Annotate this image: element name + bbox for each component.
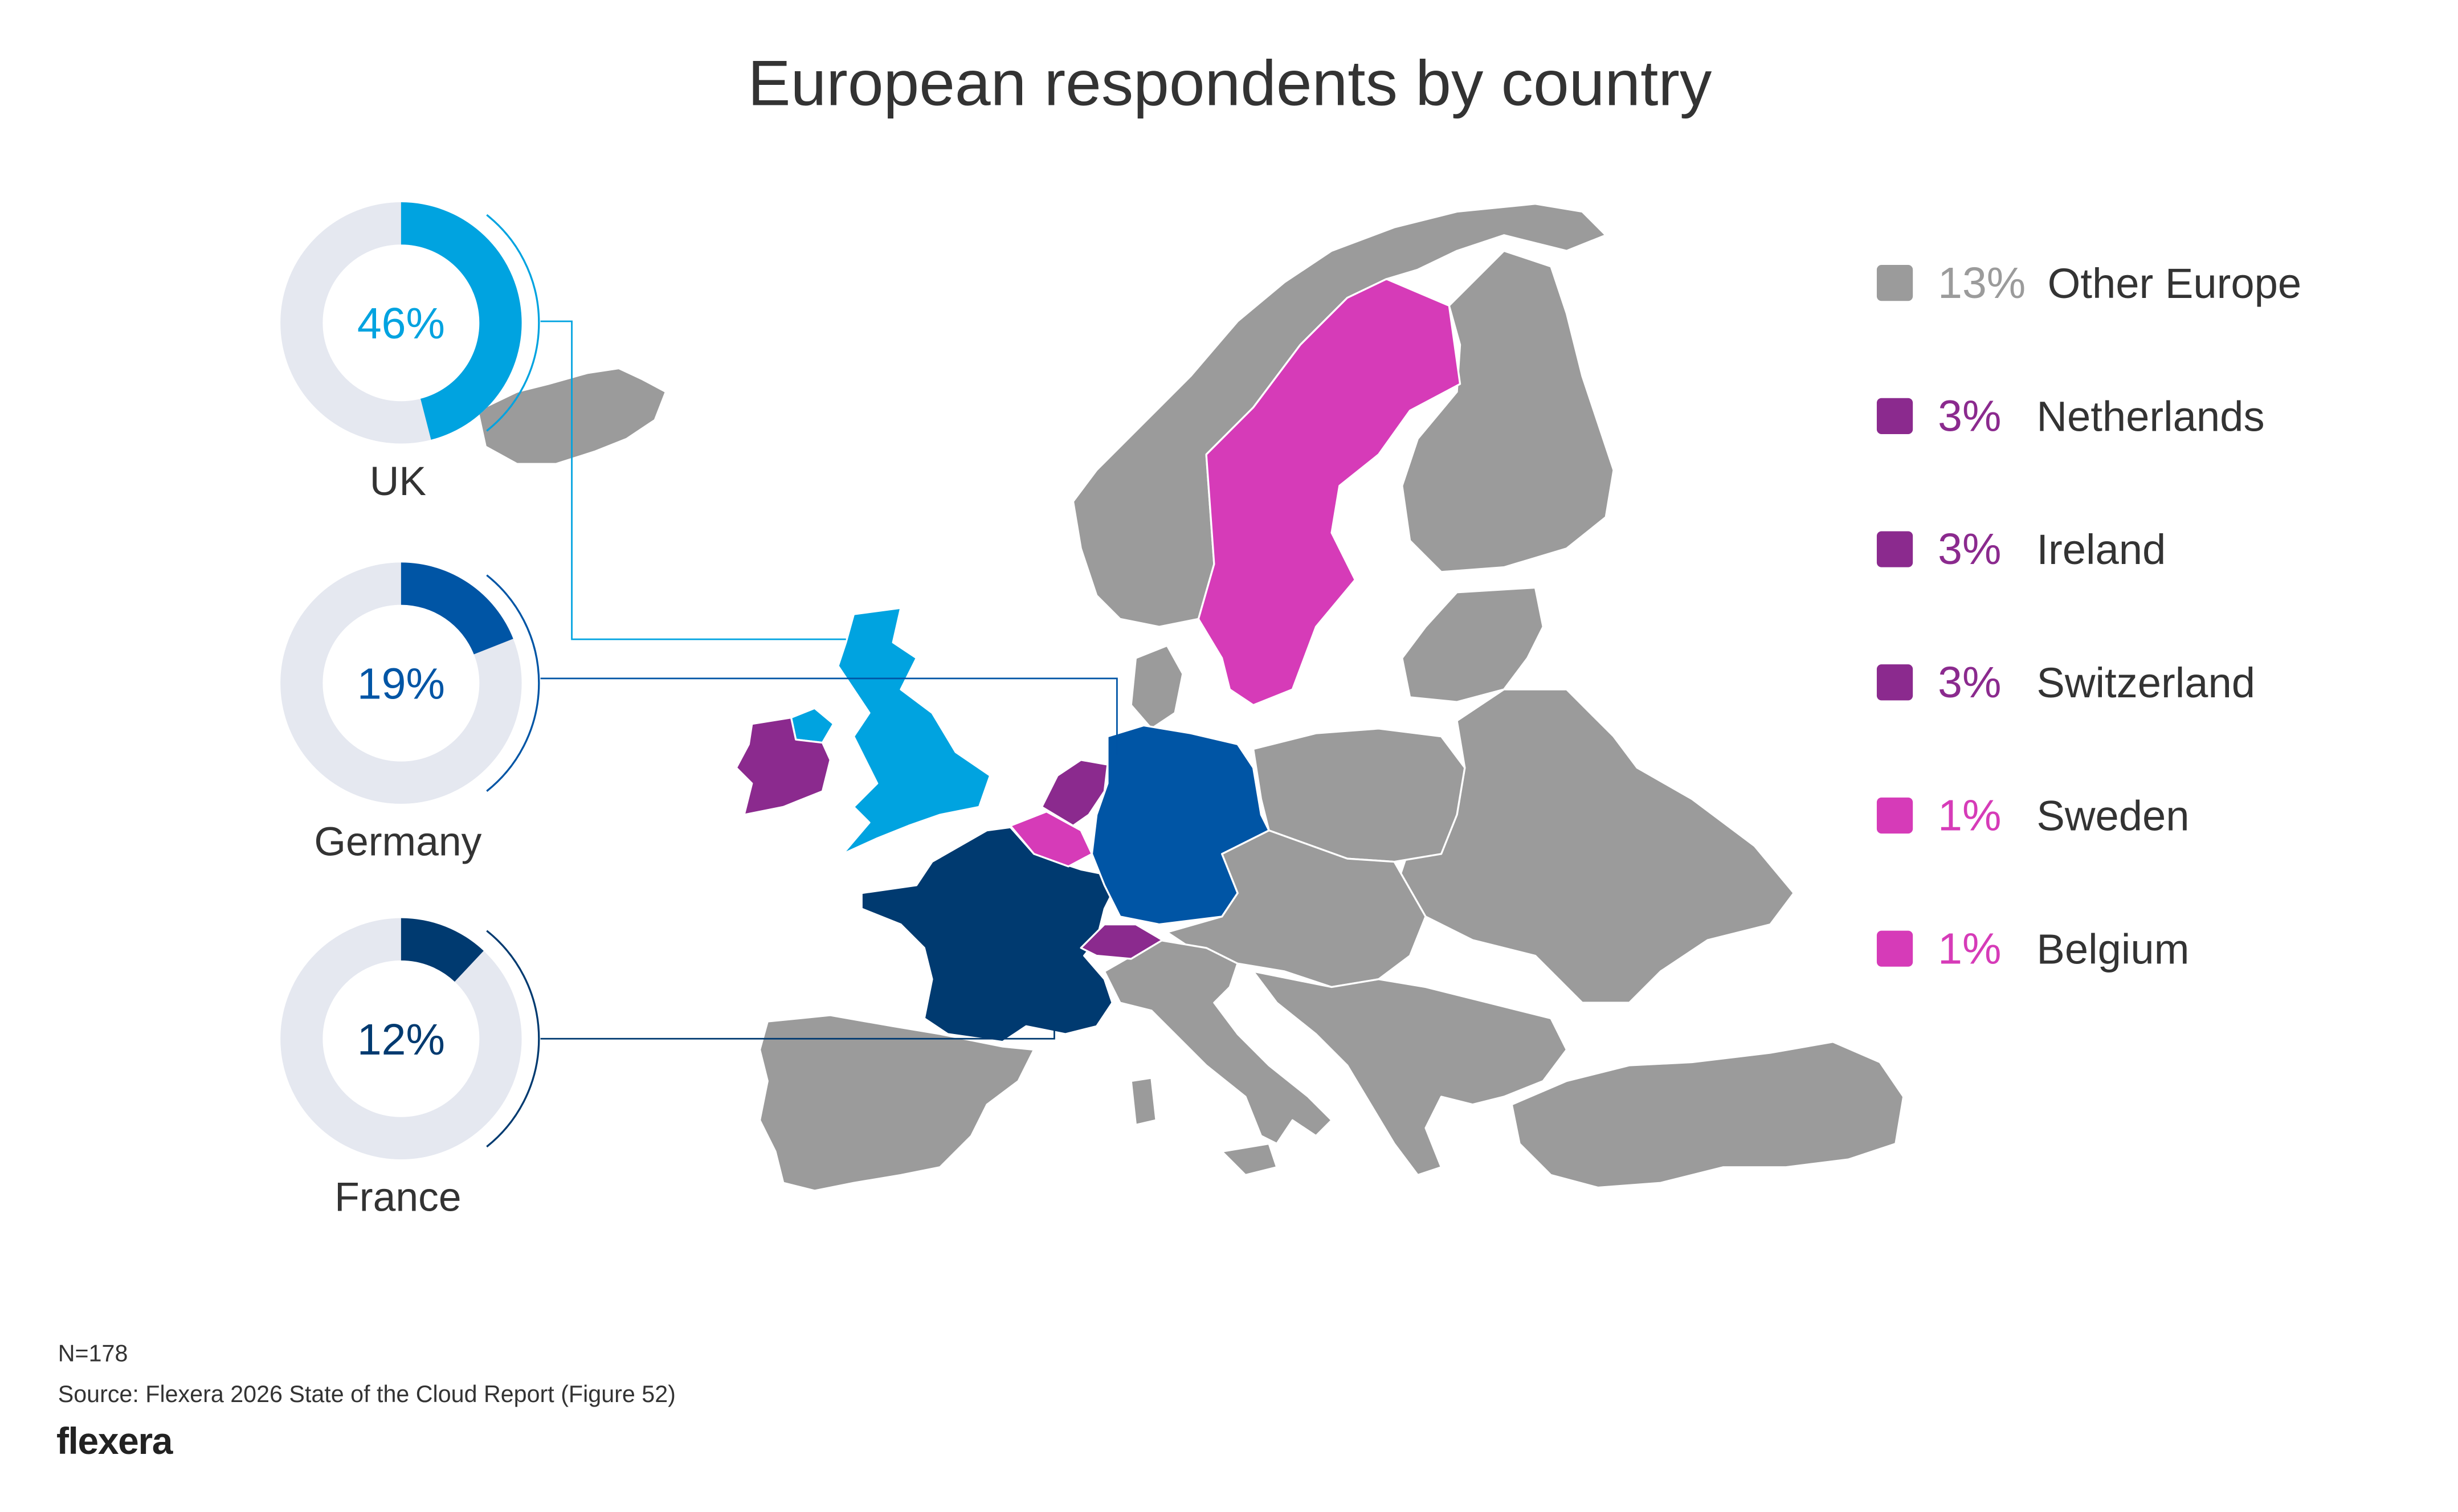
connectors xyxy=(540,320,1118,1040)
donut-bracket xyxy=(486,930,540,1148)
legend-item: 13% Other Europe xyxy=(1876,259,2302,308)
map-ireland xyxy=(735,716,831,816)
legend-swatch xyxy=(1876,398,1913,434)
map-eastern-europe xyxy=(1393,688,1795,1004)
legend-item: 3% Ireland xyxy=(1876,525,2166,574)
donut-slice xyxy=(401,202,522,440)
legend-swatch xyxy=(1876,664,1913,701)
donut-country-label: France xyxy=(334,1175,461,1220)
donut-bracket xyxy=(486,574,540,792)
legend-percent: 3% xyxy=(1938,658,2001,707)
legend-percent: 3% xyxy=(1938,391,2001,440)
map-baltics xyxy=(1401,586,1544,703)
legend-label: Other Europe xyxy=(2048,260,2302,307)
legend-percent: 3% xyxy=(1938,525,2001,574)
legend-label: Sweden xyxy=(2036,792,2189,840)
legend-item: 1% Sweden xyxy=(1876,791,2190,840)
map-france xyxy=(860,826,1121,1043)
donut-bracket xyxy=(486,214,540,432)
map-switzerland xyxy=(1080,923,1163,960)
connector-germany xyxy=(540,677,1118,755)
chart-title: European respondents by country xyxy=(748,47,1712,119)
donut-slice xyxy=(401,562,513,655)
map-turkey xyxy=(1510,1041,1905,1189)
legend-percent: 1% xyxy=(1938,791,2001,840)
map-finland xyxy=(1401,250,1615,573)
connector-france xyxy=(540,1021,1055,1040)
map-uk xyxy=(837,607,991,855)
donut-charts: 46% UK 19% Germany 12% France xyxy=(280,202,540,1220)
legend-swatch xyxy=(1876,797,1913,834)
legend-item: 3% Switzerland xyxy=(1876,658,2255,707)
donut-france: 12% France xyxy=(280,918,540,1220)
map-sweden xyxy=(1197,278,1461,706)
flexera-logo: flexera xyxy=(56,1420,174,1462)
legend-label: Ireland xyxy=(2036,526,2166,573)
legend-item: 1% Belgium xyxy=(1876,924,2190,973)
map-sardinia xyxy=(1130,1077,1157,1126)
legend-label: Netherlands xyxy=(2036,393,2264,440)
map-iberia xyxy=(758,1014,1035,1192)
donut-value-label: 12% xyxy=(357,1015,445,1064)
legend: 13% Other Europe 3% Netherlands 3% Ireland 3% S… xyxy=(1876,259,2302,973)
legend-swatch xyxy=(1876,265,1913,301)
source-note: Source: Flexera 2026 State of the Cloud … xyxy=(58,1381,676,1407)
legend-item: 3% Netherlands xyxy=(1876,391,2265,440)
legend-label: Switzerland xyxy=(2036,659,2255,706)
donut-country-label: UK xyxy=(370,459,426,504)
map-balkans xyxy=(1252,970,1568,1176)
donut-slice xyxy=(401,918,484,982)
legend-percent: 13% xyxy=(1938,259,2026,308)
donut-value-label: 19% xyxy=(357,660,445,709)
map-norway xyxy=(1072,203,1607,628)
legend-label: Belgium xyxy=(2036,925,2189,972)
europe-map xyxy=(476,203,1905,1192)
legend-percent: 1% xyxy=(1938,924,2001,973)
legend-swatch xyxy=(1876,930,1913,967)
donut-country-label: Germany xyxy=(314,819,481,865)
map-germany xyxy=(1091,724,1270,926)
connector-uk xyxy=(540,320,846,640)
donut-uk: 46% UK xyxy=(280,202,540,504)
map-denmark xyxy=(1130,644,1184,730)
donut-germany: 19% Germany xyxy=(280,562,540,865)
map-netherlands xyxy=(1040,759,1109,827)
map-northern-ireland xyxy=(790,707,835,744)
sample-size: N=178 xyxy=(58,1341,128,1367)
legend-swatch xyxy=(1876,531,1913,567)
map-sicily xyxy=(1220,1142,1278,1176)
donut-value-label: 46% xyxy=(357,299,445,348)
map-italy xyxy=(1103,939,1333,1145)
